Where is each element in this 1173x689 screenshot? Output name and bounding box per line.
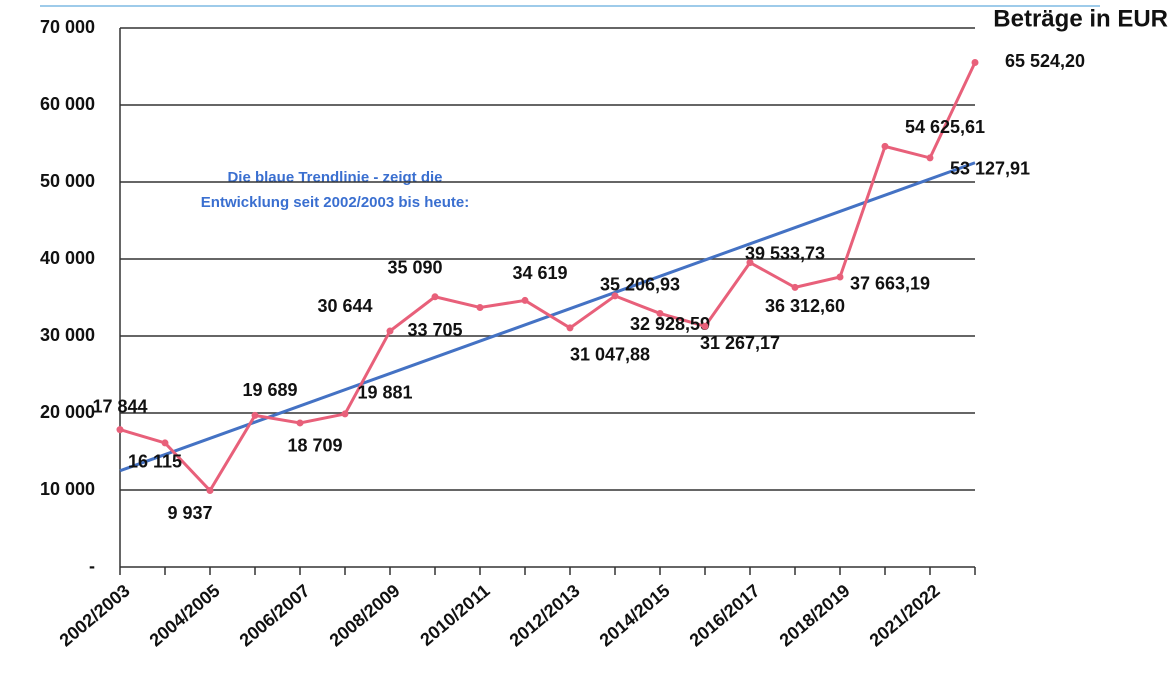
- point: [971, 58, 979, 66]
- y-tick-label: 60 000: [40, 94, 95, 114]
- x-tick-label: 2004/2005: [146, 580, 224, 650]
- chart-title: Beträge in EUR: [993, 5, 1168, 32]
- x-tick-label: 2010/2011: [416, 580, 493, 649]
- point: [566, 324, 574, 332]
- data-label: 35 090: [387, 258, 442, 278]
- point: [431, 293, 439, 301]
- y-tick-label: -: [89, 556, 95, 576]
- data-label: 65 524,20: [1005, 51, 1085, 71]
- x-tick-label: 2014/2015: [596, 580, 674, 650]
- point: [161, 439, 169, 447]
- y-tick-label: 10 000: [40, 479, 95, 499]
- data-label: 54 625,61: [905, 117, 985, 137]
- data-label: 19 881: [357, 383, 412, 403]
- y-tick-label: 20 000: [40, 402, 95, 422]
- annotation: Die blaue Trendlinie - zeigt die: [227, 169, 442, 186]
- y-tick-label: 30 000: [40, 325, 95, 345]
- point: [611, 292, 619, 300]
- data-label: 18 709: [287, 436, 342, 456]
- data-label: 31 047,88: [570, 345, 650, 365]
- trendline: [119, 161, 976, 473]
- point: [296, 419, 304, 427]
- point: [206, 486, 214, 494]
- point: [881, 142, 889, 150]
- point: [476, 303, 484, 311]
- data-label: 30 644: [317, 296, 372, 316]
- point: [521, 296, 529, 304]
- x-tick-label: 2008/2009: [326, 580, 404, 650]
- data-label: 9 937: [167, 503, 212, 523]
- x-tick-label: 2006/2007: [236, 580, 314, 650]
- point: [656, 309, 664, 317]
- annotation: Entwicklung seit 2002/2003 bis heute:: [201, 194, 469, 211]
- point: [701, 322, 709, 330]
- data-label: 17 844: [92, 396, 147, 416]
- data-label: 31 267,17: [700, 333, 780, 353]
- point: [791, 283, 799, 291]
- point: [386, 327, 394, 335]
- point: [746, 259, 754, 267]
- data-label: 34 619: [512, 263, 567, 283]
- data-label: 53 127,91: [950, 159, 1030, 179]
- data-label: 16 115: [128, 452, 182, 472]
- x-tick-label: 2021/2022: [866, 580, 944, 650]
- x-tick-label: 2016/2017: [686, 580, 764, 650]
- point: [926, 154, 934, 162]
- line-series: [119, 61, 977, 493]
- data-label: 36 312,60: [765, 296, 845, 316]
- data-label: 35 206,93: [600, 275, 680, 295]
- point: [836, 273, 844, 281]
- point: [116, 426, 124, 434]
- data-label: 37 663,19: [850, 274, 930, 294]
- point: [251, 411, 259, 419]
- point: [341, 410, 349, 418]
- data-label: 33 705: [407, 320, 462, 340]
- data-label: 39 533,73: [745, 243, 825, 263]
- y-tick-label: 50 000: [40, 171, 95, 191]
- data-label: 19 689: [242, 380, 297, 400]
- y-tick-label: 70 000: [40, 17, 95, 37]
- y-tick-label: 40 000: [40, 248, 95, 268]
- x-tick-label: 2002/2003: [56, 580, 134, 650]
- x-tick-label: 2018/2019: [776, 580, 854, 650]
- data-label: 32 928,59: [630, 314, 710, 334]
- x-tick-label: 2012/2013: [506, 580, 584, 650]
